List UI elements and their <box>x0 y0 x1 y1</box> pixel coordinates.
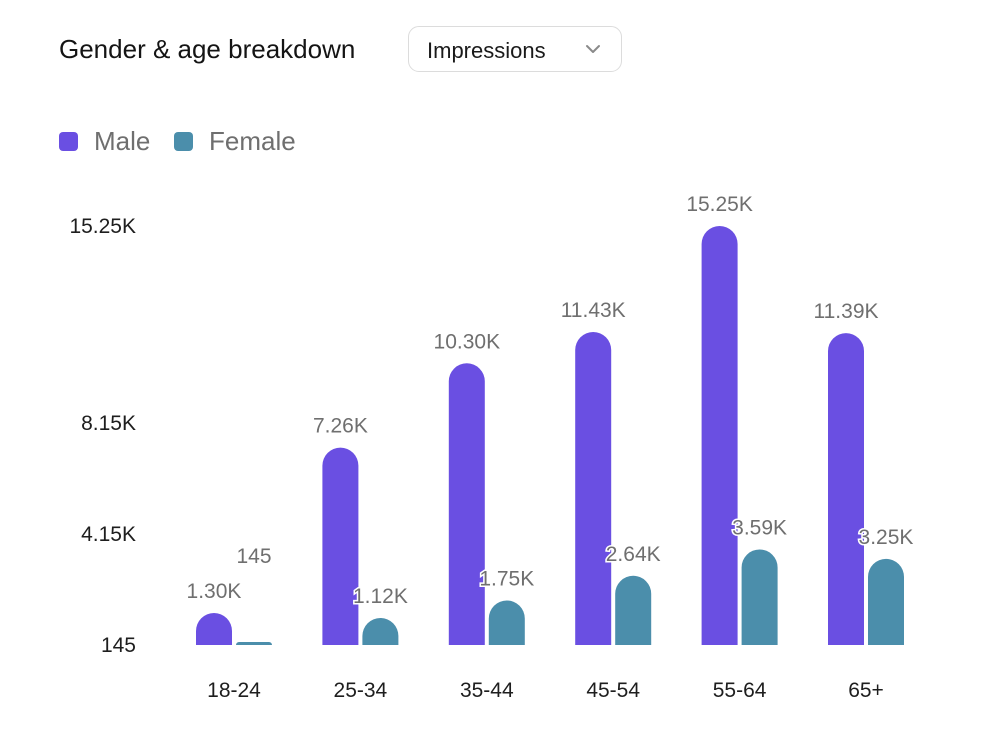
data-label: 145 <box>236 545 271 568</box>
data-label: 2.64K <box>606 543 661 566</box>
x-tick-label: 35-44 <box>460 679 514 702</box>
data-label: 3.59K <box>732 516 787 539</box>
bar-female-65+ <box>868 558 904 645</box>
metric-dropdown[interactable]: Impressions <box>408 26 622 72</box>
y-tick-label: 15.25K <box>69 215 136 238</box>
legend-swatch-male <box>59 132 78 151</box>
legend-label-female: Female <box>209 126 296 156</box>
bar-male-35-44 <box>448 363 485 645</box>
bar-female-18-24 <box>236 642 272 645</box>
data-label: 11.43K <box>561 299 626 322</box>
x-tick-label: 65+ <box>848 679 884 702</box>
data-label: 15.25K <box>686 193 753 216</box>
y-tick-label: 4.15K <box>81 523 136 546</box>
data-label: 7.26K <box>313 415 368 438</box>
chart-title: Gender & age breakdown <box>59 34 356 64</box>
y-tick-label: 8.15K <box>81 412 136 435</box>
bar-male-25-34 <box>322 447 359 645</box>
bar-male-18-24 <box>196 612 232 645</box>
metric-dropdown-value: Impressions <box>427 38 546 63</box>
chevron-down-icon <box>586 45 600 53</box>
x-tick-label: 25-34 <box>334 679 388 702</box>
y-tick-label: 145 <box>101 634 136 657</box>
bar-male-55-64 <box>701 226 738 645</box>
x-tick-label: 55-64 <box>713 679 767 702</box>
bar-female-35-44 <box>488 600 525 645</box>
data-label: 3.25K <box>859 526 914 549</box>
bar-female-25-34 <box>362 617 399 645</box>
bar-female-45-54 <box>615 575 652 645</box>
data-label: 1.12K <box>353 585 408 608</box>
x-tick-label: 45-54 <box>586 679 640 702</box>
legend-label-male: Male <box>94 126 151 156</box>
data-label: 1.30K <box>187 580 242 603</box>
bar-male-45-54 <box>575 331 612 645</box>
legend-swatch-female <box>174 132 193 151</box>
bar-male-65+ <box>828 333 864 645</box>
bar-female-55-64 <box>741 549 778 645</box>
data-label: 10.30K <box>434 330 501 353</box>
data-label: 11.39K <box>814 300 879 323</box>
x-tick-label: 18-24 <box>207 679 261 702</box>
data-label: 1.75K <box>479 567 534 590</box>
